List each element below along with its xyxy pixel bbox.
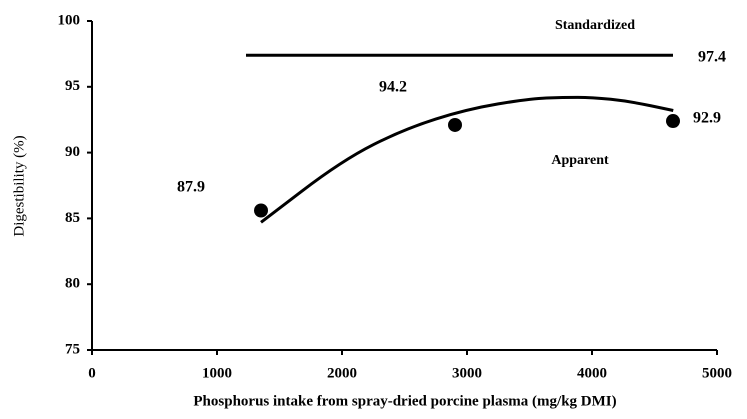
x-tick-label: 4000 bbox=[577, 365, 607, 381]
point bbox=[254, 203, 268, 218]
annotation: 87.9 bbox=[177, 179, 205, 196]
y-tick-label: 85 bbox=[65, 210, 80, 226]
point bbox=[448, 117, 462, 132]
series-label: Standardized bbox=[555, 18, 635, 33]
annotation: 94.2 bbox=[379, 79, 407, 96]
annotation: 97.4 bbox=[698, 49, 726, 66]
x-tick-label: 3000 bbox=[452, 365, 482, 381]
y-tick-label: 75 bbox=[65, 341, 80, 357]
x-tick-label: 5000 bbox=[702, 365, 732, 381]
y-tick-label: 90 bbox=[65, 144, 80, 160]
y-tick-label: 100 bbox=[58, 12, 81, 28]
x-axis-title: Phosphorus intake from spray-dried porci… bbox=[193, 393, 616, 409]
y-tick-label: 95 bbox=[65, 78, 80, 94]
point bbox=[666, 114, 680, 129]
x-tick-label: 0 bbox=[88, 365, 96, 381]
y-tick-label: 80 bbox=[65, 276, 80, 292]
x-tick-label: 1000 bbox=[202, 365, 232, 381]
y-axis-title: Digestibility (%) bbox=[11, 135, 27, 236]
series-label: Apparent bbox=[551, 153, 609, 168]
x-tick-label: 2000 bbox=[327, 365, 357, 381]
line bbox=[260, 95, 674, 224]
annotation: 92.9 bbox=[693, 110, 721, 127]
